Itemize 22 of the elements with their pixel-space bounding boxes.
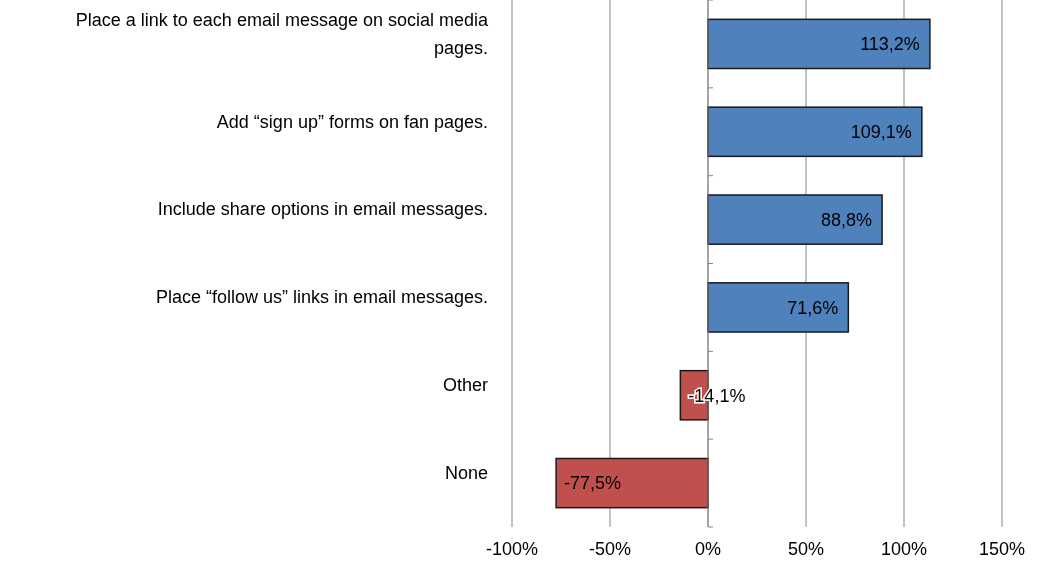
data-label: 109,1% <box>850 122 912 143</box>
x-tick-label: -50% <box>588 539 632 559</box>
x-tick-label: 50% <box>787 539 825 559</box>
data-label: 113,2% <box>860 34 920 55</box>
data-label: 88,8% <box>821 209 873 230</box>
bar <box>555 457 709 509</box>
bar <box>707 194 883 245</box>
x-tick-label: 0% <box>694 539 722 559</box>
bar <box>707 18 931 70</box>
data-label: 71,6% <box>787 297 839 318</box>
y-tick-label: None <box>444 462 488 483</box>
x-tick-label: 150% <box>978 539 1026 559</box>
bar <box>707 282 850 333</box>
data-label: -77,5% <box>564 473 622 494</box>
bar <box>707 106 923 158</box>
x-tick-label: 100% <box>880 539 928 559</box>
x-tick-label: -100% <box>485 539 539 559</box>
y-tick-label: Add “sign up” forms on fan pages. <box>216 111 488 132</box>
y-tick-label: Other <box>442 375 488 396</box>
y-tick-label: Include share options in email messages. <box>157 199 488 220</box>
y-tick-label: Place a link to each email message on social media pages. <box>75 9 489 58</box>
y-tick-label: Place “follow us” links in email messages. <box>155 287 488 308</box>
